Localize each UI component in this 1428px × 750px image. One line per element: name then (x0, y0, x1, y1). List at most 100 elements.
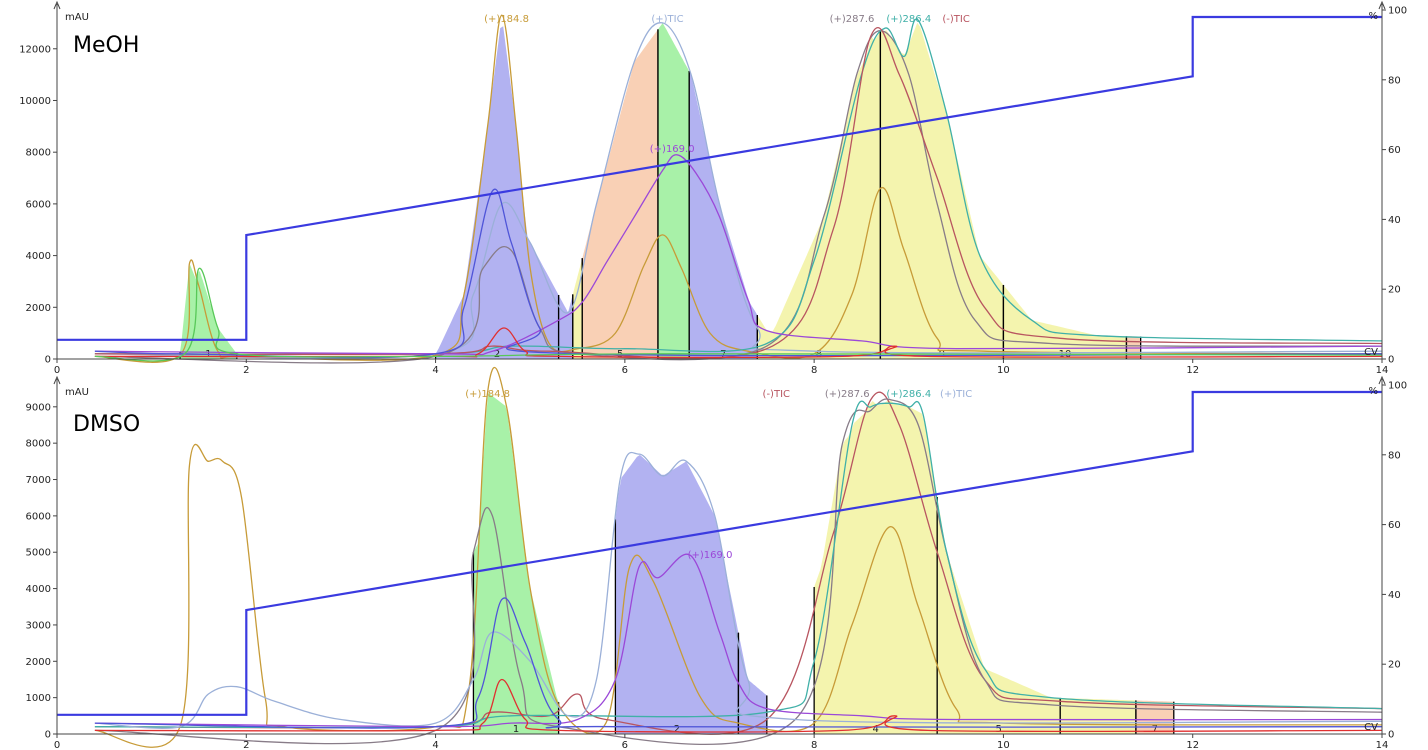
y-tick-label: 10000 (19, 96, 51, 107)
y2-tick-label: 40 (1388, 590, 1401, 601)
y2-tick-label: 80 (1388, 450, 1401, 461)
x-tick-label: 0 (54, 740, 60, 750)
y2-tick-label: 20 (1388, 285, 1401, 296)
y2-axis-arrow-icon (1378, 0, 1386, 10)
axes: 0100020003000400050006000700080009000020… (26, 375, 1407, 750)
trace-(+)287.6 (94, 398, 1383, 745)
y-axis-arrow-icon (53, 375, 61, 385)
y2-axis-arrow-icon (1378, 375, 1386, 385)
chart-panel-1: 1 2 5 7 8 9 1002000400060008000100001200002040… (19, 0, 1407, 376)
y2-tick-label: 0 (1388, 355, 1394, 366)
y-tick-label: 2000 (26, 657, 51, 668)
trace-(+)287.6 (94, 30, 1383, 364)
y-tick-label: 3000 (26, 620, 51, 631)
fraction-5 (937, 497, 1061, 734)
fraction-label-4: 4 (872, 724, 878, 735)
traces (94, 366, 1383, 748)
y2-tick-label: 100 (1388, 381, 1407, 392)
chart-panel-2: 1 2 4 5 701000200030004000500060007000800090… (26, 366, 1407, 750)
fraction-label-5: 5 (996, 724, 1002, 735)
panel-title: DMSO (73, 412, 140, 437)
trace-label-(+)184.8: (+)184.8 (465, 389, 510, 400)
trace-labels: (+)184.8 (+)TIC (+)287.6 (+)286.4 (-)TIC (+)1… (484, 14, 970, 155)
y2-tick-label: 100 (1388, 6, 1407, 17)
fraction-label-7: 7 (1152, 724, 1158, 735)
x-tick-label: 6 (622, 365, 628, 376)
x-unit-label: CV (1364, 347, 1378, 358)
fractions: 1 2 4 5 7 (472, 392, 1175, 735)
y-tick-label: 9000 (26, 402, 51, 413)
y-tick-label: 0 (45, 730, 51, 741)
x-tick-label: 8 (811, 740, 817, 750)
x-tick-label: 2 (243, 365, 249, 376)
x-tick-label: 0 (54, 365, 60, 376)
fraction-7 (689, 71, 758, 359)
trace-(-)TIC (94, 391, 1383, 735)
y2-unit-label: % (1368, 386, 1378, 397)
fraction-4 (814, 400, 938, 734)
trace-label-(+)286.4: (+)286.4 (886, 389, 931, 400)
panel-title: MeOH (73, 33, 139, 58)
y-tick-label: 8000 (26, 148, 51, 159)
y-tick-label: 2000 (26, 303, 51, 314)
y-tick-label: 12000 (19, 44, 51, 55)
fraction-1 (473, 392, 559, 734)
gradient-line (57, 15, 1382, 341)
y2-tick-label: 20 (1388, 660, 1401, 671)
trace-label-(+)286.4: (+)286.4 (886, 14, 931, 25)
y-tick-label: 7000 (26, 475, 51, 486)
x-tick-label: 14 (1376, 365, 1389, 376)
trace-label-(+)169.0: (+)169.0 (650, 144, 695, 155)
y2-unit-label: % (1368, 11, 1378, 22)
fraction-3 (558, 294, 573, 359)
traces (94, 14, 1383, 364)
trace-label-(+)169.0: (+)169.0 (688, 550, 733, 561)
y-unit-label: mAU (65, 12, 89, 23)
fraction-6 (658, 23, 690, 359)
y2-tick-label: 40 (1388, 215, 1401, 226)
fraction-label-2: 2 (674, 724, 680, 735)
trace-(+)169.0 (94, 553, 1383, 728)
y-unit-label: mAU (65, 387, 89, 398)
trace-label-(+)287.6: (+)287.6 (825, 389, 870, 400)
fractions: 1 2 5 7 8 9 10 (179, 22, 1142, 360)
x-tick-label: 10 (997, 365, 1010, 376)
trace-(-)TIC (94, 27, 1383, 360)
trace-(+)169.0 (94, 154, 1383, 356)
fraction-1 (180, 264, 237, 359)
trace-unnamed-6 (94, 597, 1383, 729)
fraction-2 (615, 454, 739, 734)
y2-tick-label: 0 (1388, 730, 1394, 741)
trace-(+)TIC (94, 451, 1383, 729)
fraction-5 (582, 29, 658, 360)
y-tick-label: 6000 (26, 511, 51, 522)
trace-label-(-)TIC: (-)TIC (942, 14, 969, 25)
fraction-3 (738, 632, 767, 734)
y-tick-label: 6000 (26, 199, 51, 210)
trace-label-(+)287.6: (+)287.6 (830, 14, 875, 25)
y-axis-arrow-icon (53, 0, 61, 10)
fraction-label-1: 1 (513, 724, 519, 735)
fraction-label-2: 2 (494, 349, 500, 360)
trace-labels: (+)184.8 (-)TIC (+)287.6 (+)286.4 (+)TIC (+)1… (465, 389, 972, 561)
x-tick-label: 14 (1376, 740, 1389, 750)
y-tick-label: 1000 (26, 693, 51, 704)
x-unit-label: CV (1364, 722, 1378, 733)
y-tick-label: 5000 (26, 548, 51, 559)
trace-label-(+)184.8: (+)184.8 (484, 14, 529, 25)
y-tick-label: 4000 (26, 251, 51, 262)
y-tick-label: 0 (45, 355, 51, 366)
trace-unnamed-8 (94, 267, 1383, 362)
trace-(+)286.4 (94, 400, 1383, 729)
trace-(+)184.8 (94, 366, 1383, 748)
x-tick-label: 8 (811, 365, 817, 376)
gradient-line (57, 390, 1382, 716)
y2-tick-label: 60 (1388, 520, 1401, 531)
x-tick-label: 10 (997, 740, 1010, 750)
y-tick-label: 4000 (26, 584, 51, 595)
trace-unnamed-7 (94, 678, 1383, 733)
x-tick-label: 4 (432, 740, 438, 750)
trace-label-(+)TIC: (+)TIC (651, 14, 683, 25)
fraction-4 (572, 258, 583, 359)
